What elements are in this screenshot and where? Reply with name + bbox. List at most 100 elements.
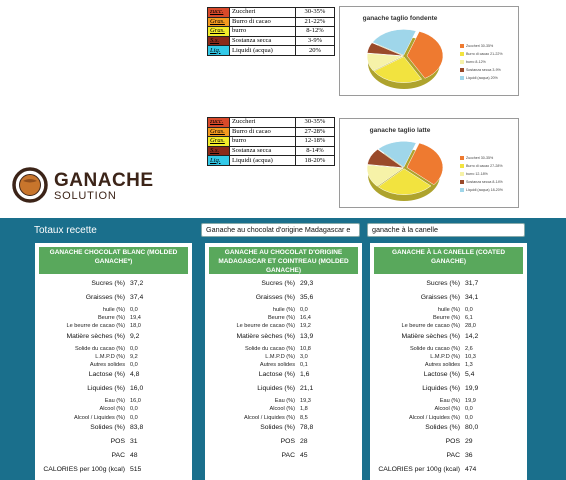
nutrient-label: Alcool (%) bbox=[434, 406, 461, 413]
recipe-name-header: GANACHE À LA CANELLE (COATED GANACHE) bbox=[374, 247, 523, 274]
ingredient-row: Liq. Liquidi (acqua) 20% bbox=[207, 45, 335, 56]
ingredients-table-latte-body: zucc. Zuccheri 30-35% Gras. Burro di cacao 27… bbox=[207, 117, 335, 166]
nutrient-value: 37,4 bbox=[130, 294, 144, 301]
legend-swatch bbox=[460, 172, 464, 176]
nutrient-value: 80,0 bbox=[465, 423, 479, 431]
nutrient-value: 9,2 bbox=[130, 332, 140, 340]
ingredient-percentage: 8-12% bbox=[295, 26, 335, 37]
pie-slice bbox=[406, 142, 444, 186]
legend-swatch bbox=[460, 60, 464, 64]
nutrient-row: Solide du cacao (%) 10,8 bbox=[205, 345, 362, 353]
nutrient-label: Solide du cacao (%) bbox=[409, 345, 460, 352]
nutrient-row: Alcool / Liquides (%) 0,0 bbox=[35, 414, 192, 422]
legend-entry: Liquidi (acqua) 20% bbox=[460, 74, 518, 82]
ingredient-row: S.s. Sostanza secca 8-14% bbox=[207, 145, 335, 157]
logo-text-ganache: GANACHE bbox=[54, 170, 154, 191]
legend-swatch bbox=[460, 52, 464, 56]
nutrient-value: 4,8 bbox=[130, 371, 140, 379]
nutrient-value: 2,6 bbox=[465, 345, 473, 352]
nutrient-label: Solide du cacao (%) bbox=[244, 345, 295, 352]
nutrient-label: Sucres (%) bbox=[426, 280, 460, 287]
nutrient-label: Eau (%) bbox=[274, 398, 295, 405]
nutrient-value: 19,9 bbox=[465, 398, 476, 405]
ingredient-percentage: 21-22% bbox=[295, 16, 335, 28]
nutrient-row: Beurre (%) 6,1 bbox=[370, 314, 527, 322]
ingredient-code: Gras. bbox=[207, 126, 230, 138]
recipe-name-header: GANACHE CHOCOLAT BLANC (MOLDED GANACHE*) bbox=[39, 247, 188, 274]
legend-label: Zuccheri 30-35% bbox=[466, 156, 494, 160]
nutrient-label: Solide du cacao (%) bbox=[74, 345, 125, 352]
nutrient-row: Solides (%) 78,8 bbox=[205, 422, 362, 433]
legend-label: Burro di cacao 27-28% bbox=[466, 164, 503, 168]
ingredient-row: Gras. Burro di cacao 21-22% bbox=[207, 16, 335, 28]
nutrient-label: huile (%) bbox=[272, 307, 295, 313]
recipe-card-1: GANACHE CHOCOLAT BLANC (MOLDED GANACHE*)… bbox=[35, 243, 192, 480]
nutrient-row: Graisses (%) 37,4 bbox=[35, 292, 192, 303]
nutrient-label: Autres solides bbox=[259, 362, 295, 368]
ingredient-row: Liq. Liquidi (acqua) 18-20% bbox=[207, 155, 335, 166]
nutrient-value: 1,8 bbox=[300, 406, 308, 413]
pie-slice bbox=[406, 31, 444, 79]
legend-entry: Burro di cacao 27-28% bbox=[460, 162, 518, 170]
nutrient-value: 19,2 bbox=[300, 323, 311, 330]
nutrient-row: Beurre (%) 19,4 bbox=[35, 314, 192, 322]
ingredient-percentage: 30-35% bbox=[295, 7, 335, 18]
nutrient-label: huile (%) bbox=[102, 307, 125, 313]
recipe-totals-panel: Totaux recette Ganache au chocolat d'ori… bbox=[0, 218, 566, 480]
nutrient-row: Graisses (%) 34,1 bbox=[370, 292, 527, 303]
nutrient-row: CALORIES per 100g (kcal) 474 bbox=[370, 464, 527, 475]
nutrient-label: Liquides (%) bbox=[422, 385, 460, 393]
legend-label: Sostanza secca 8-14% bbox=[466, 180, 503, 184]
nutrient-value: 0,0 bbox=[130, 406, 138, 413]
nutrient-label: Solides (%) bbox=[260, 423, 295, 431]
nutrient-value: 31 bbox=[130, 437, 138, 445]
nutrient-value: 19,4 bbox=[130, 315, 141, 322]
legend-label: Liquidi (acqua) 18-20% bbox=[466, 188, 503, 192]
nutrient-row: Beurre (%) 16,4 bbox=[205, 314, 362, 322]
nutrient-row: Autres solides 0,1 bbox=[205, 361, 362, 369]
ingredients-table-fondente-body: zucc. Zuccheri 30-35% Gras. Burro di cacao 21… bbox=[207, 7, 335, 56]
legend-entry: Sostanza secca 8-14% bbox=[460, 178, 518, 186]
ingredients-table-latte: zucc. Zuccheri 30-35% Gras. Burro di cacao 27… bbox=[207, 117, 335, 166]
nutrient-label: Le beurre de cacao (%) bbox=[236, 323, 295, 330]
ingredient-row: Gras. Burro di cacao 27-28% bbox=[207, 126, 335, 138]
ingredient-name: Zuccheri bbox=[229, 7, 296, 18]
nutrient-value: 16,0 bbox=[130, 398, 141, 405]
ingredient-row: S.s. Sostanza secca 3-9% bbox=[207, 35, 335, 47]
ingredient-name: Zuccheri bbox=[229, 117, 296, 128]
nutrient-label: Alcool (%) bbox=[269, 406, 296, 413]
nutrient-value: 1,6 bbox=[300, 371, 310, 379]
nutrient-value: 14,2 bbox=[465, 332, 479, 340]
nutrient-label: Graisses (%) bbox=[255, 294, 295, 301]
nutrient-value: 35,6 bbox=[300, 294, 314, 301]
nutrient-row: L.M.P.D (%) 10,3 bbox=[370, 353, 527, 361]
nutrient-row: Autres solides 1,3 bbox=[370, 361, 527, 369]
nutrient-value: 19,9 bbox=[465, 385, 479, 393]
nutrient-value: 28 bbox=[300, 437, 308, 445]
nutrient-row: Le beurre de cacao (%) 28,0 bbox=[370, 322, 527, 330]
nutrient-row: L.M.P.D (%) 3,0 bbox=[205, 353, 362, 361]
nutrient-row: Le beurre de cacao (%) 18,0 bbox=[35, 322, 192, 330]
ingredient-percentage: 18-20% bbox=[295, 155, 335, 166]
nutrient-label: Graisses (%) bbox=[85, 294, 125, 301]
nutrient-label: L.M.P.D (%) bbox=[95, 353, 125, 360]
pie-slice bbox=[366, 53, 404, 71]
recipe-select-input-3[interactable]: ganache à la canelle bbox=[367, 223, 525, 237]
nutrient-label: POS bbox=[445, 437, 460, 445]
nutrient-row: Sucres (%) 37,2 bbox=[35, 278, 192, 289]
nutrient-value: 34,1 bbox=[465, 294, 479, 301]
nutrient-value: 21,1 bbox=[300, 385, 314, 393]
chart-legend: Zuccheri 30-35% Burro di cacao 27-28% burr… bbox=[460, 154, 518, 194]
nutrient-label: Liquides (%) bbox=[257, 385, 295, 393]
nutrient-value: 3,0 bbox=[300, 353, 308, 360]
recipe-select-input-2[interactable]: Ganache au chocolat d'origine Madagascar… bbox=[201, 223, 360, 237]
nutrient-label: Lactose (%) bbox=[258, 371, 295, 379]
nutrient-row: Alcool (%) 0,0 bbox=[35, 405, 192, 413]
nutrient-label: Alcool / Liquides (%) bbox=[244, 414, 295, 421]
ingredient-name: Sostanza secca bbox=[229, 35, 296, 47]
nutrient-row: Solides (%) 80,0 bbox=[370, 422, 527, 433]
chart-legend: Zuccheri 30-35% Burro di cacao 21-22% burr… bbox=[460, 42, 518, 82]
legend-swatch bbox=[460, 188, 464, 192]
legend-swatch bbox=[460, 76, 464, 80]
